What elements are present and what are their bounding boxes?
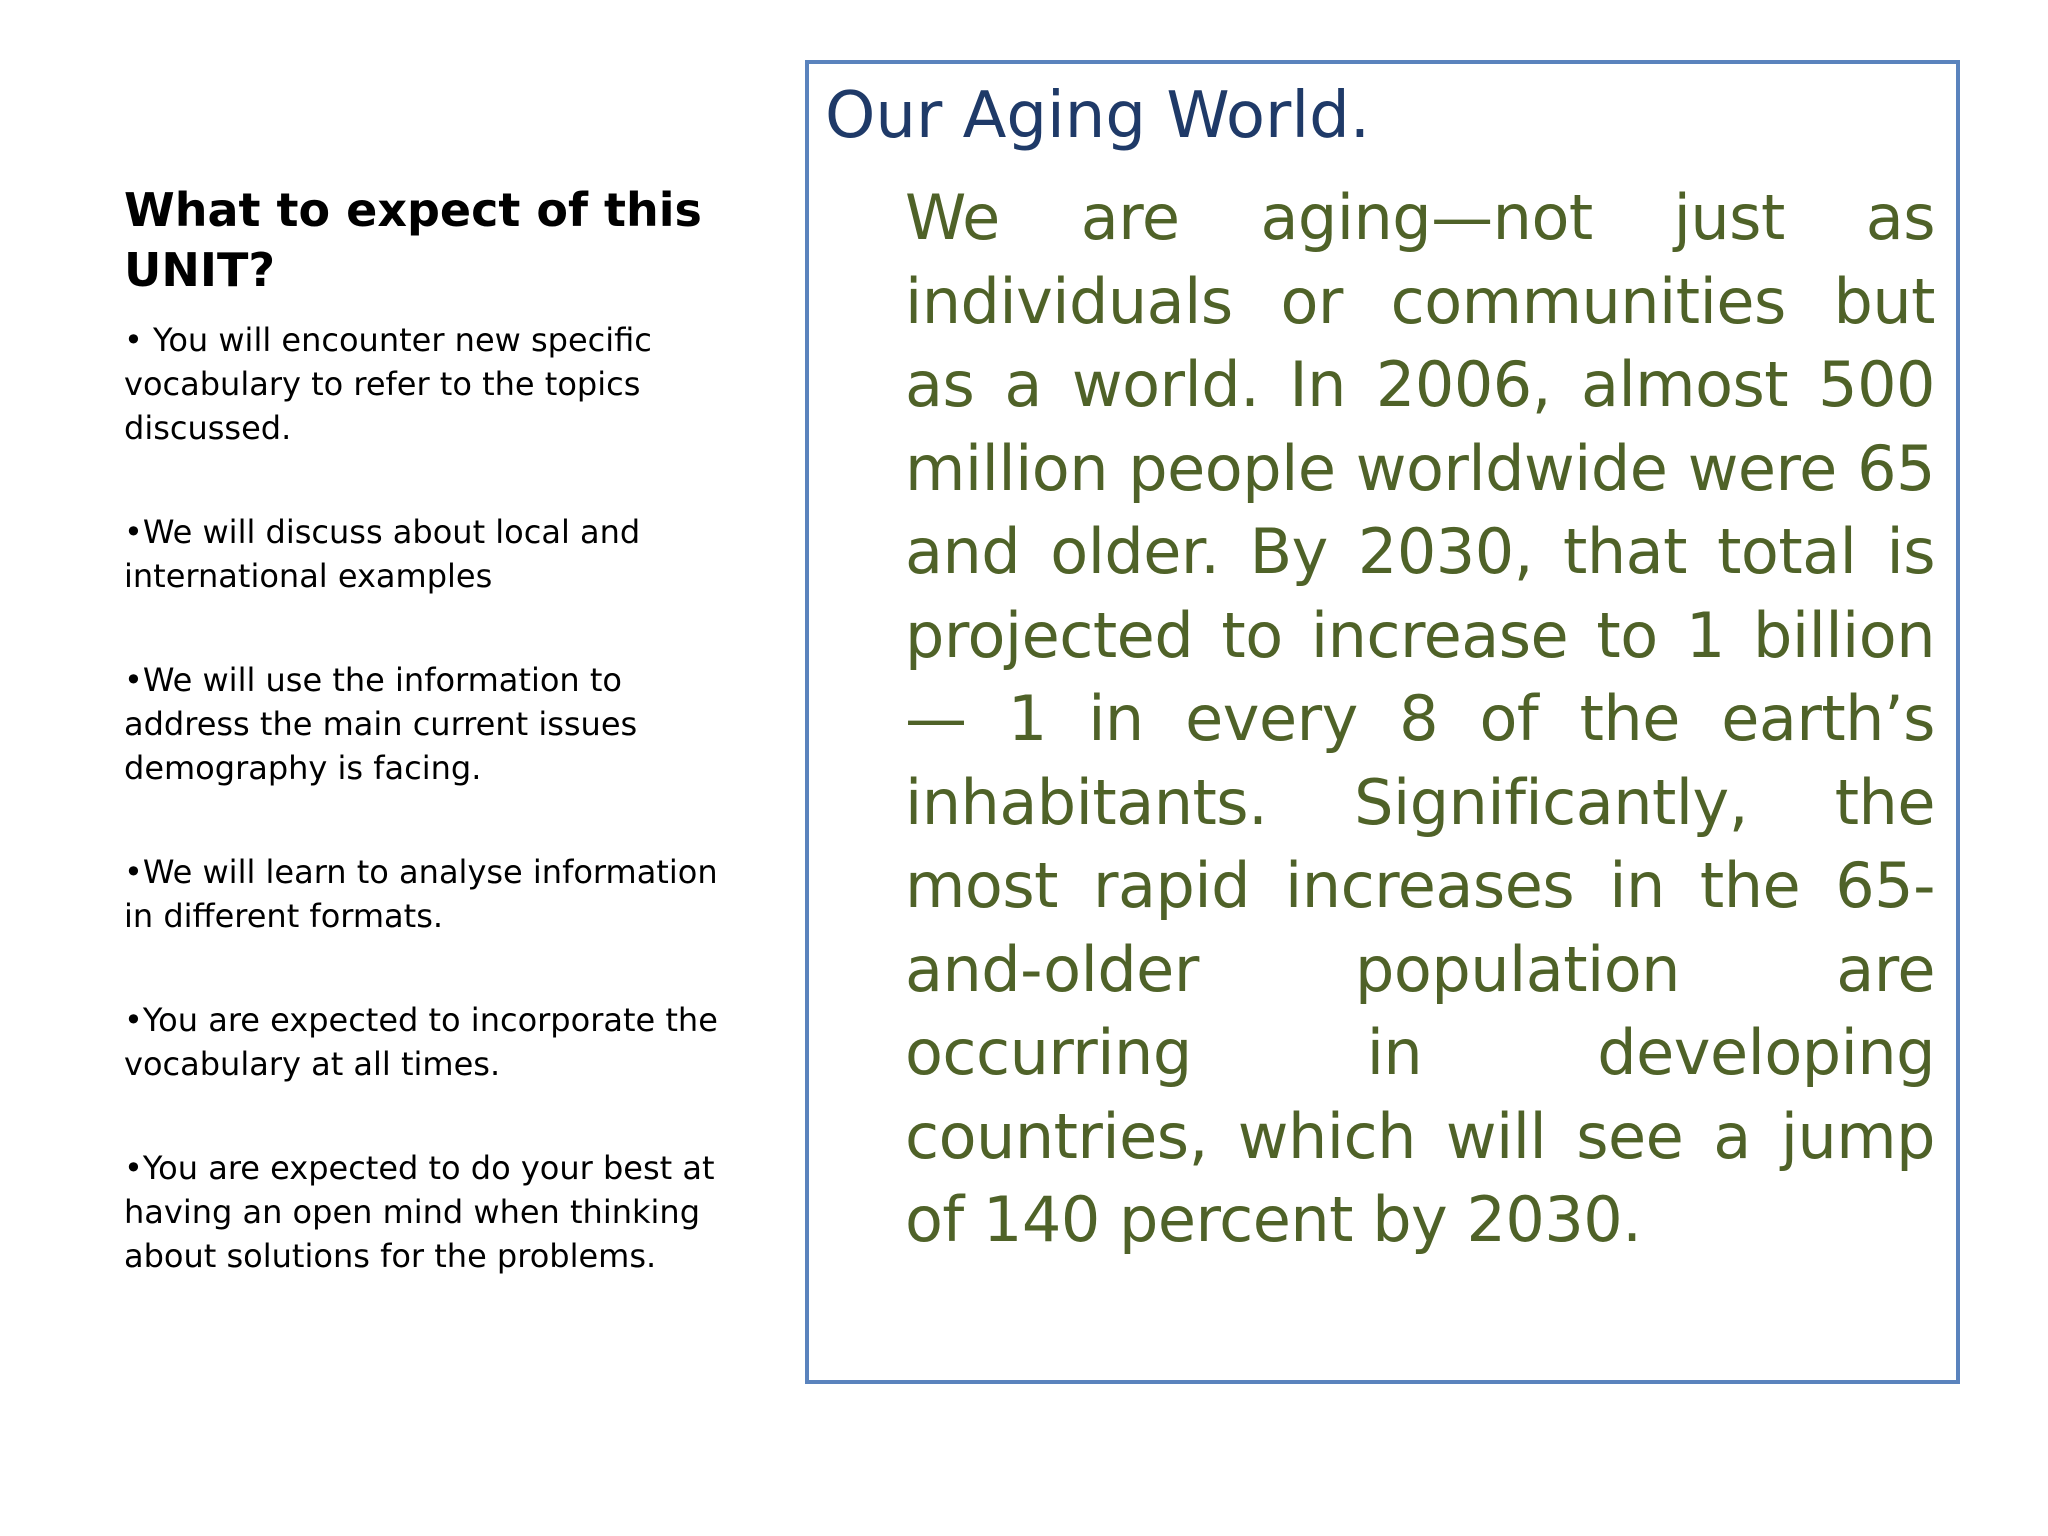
expectation-item: •We will use the information to address …	[124, 661, 638, 787]
aging-world-text-box: Our Aging World. We are aging—not just a…	[805, 60, 1960, 1384]
expectations-list: • You will encounter new specific vocabu…	[124, 318, 744, 1278]
expectation-item: •We will learn to analyse information in…	[124, 853, 718, 935]
aging-world-title: Our Aging World.	[825, 79, 1371, 153]
expectation-item: •We will discuss about local and interna…	[124, 513, 641, 595]
expectation-item: • You will encounter new specific vocabu…	[124, 321, 652, 447]
unit-expectations-heading: What to expect of this UNIT?	[124, 183, 702, 297]
expectation-item: •You are expected to incorporate the voc…	[124, 1001, 718, 1083]
unit-expectations-panel: What to expect of this UNIT? • You will …	[124, 180, 744, 1338]
expectation-item: •You are expected to do your best at hav…	[124, 1149, 715, 1275]
aging-world-body: We are aging—not just as individuals or …	[905, 181, 1936, 1256]
